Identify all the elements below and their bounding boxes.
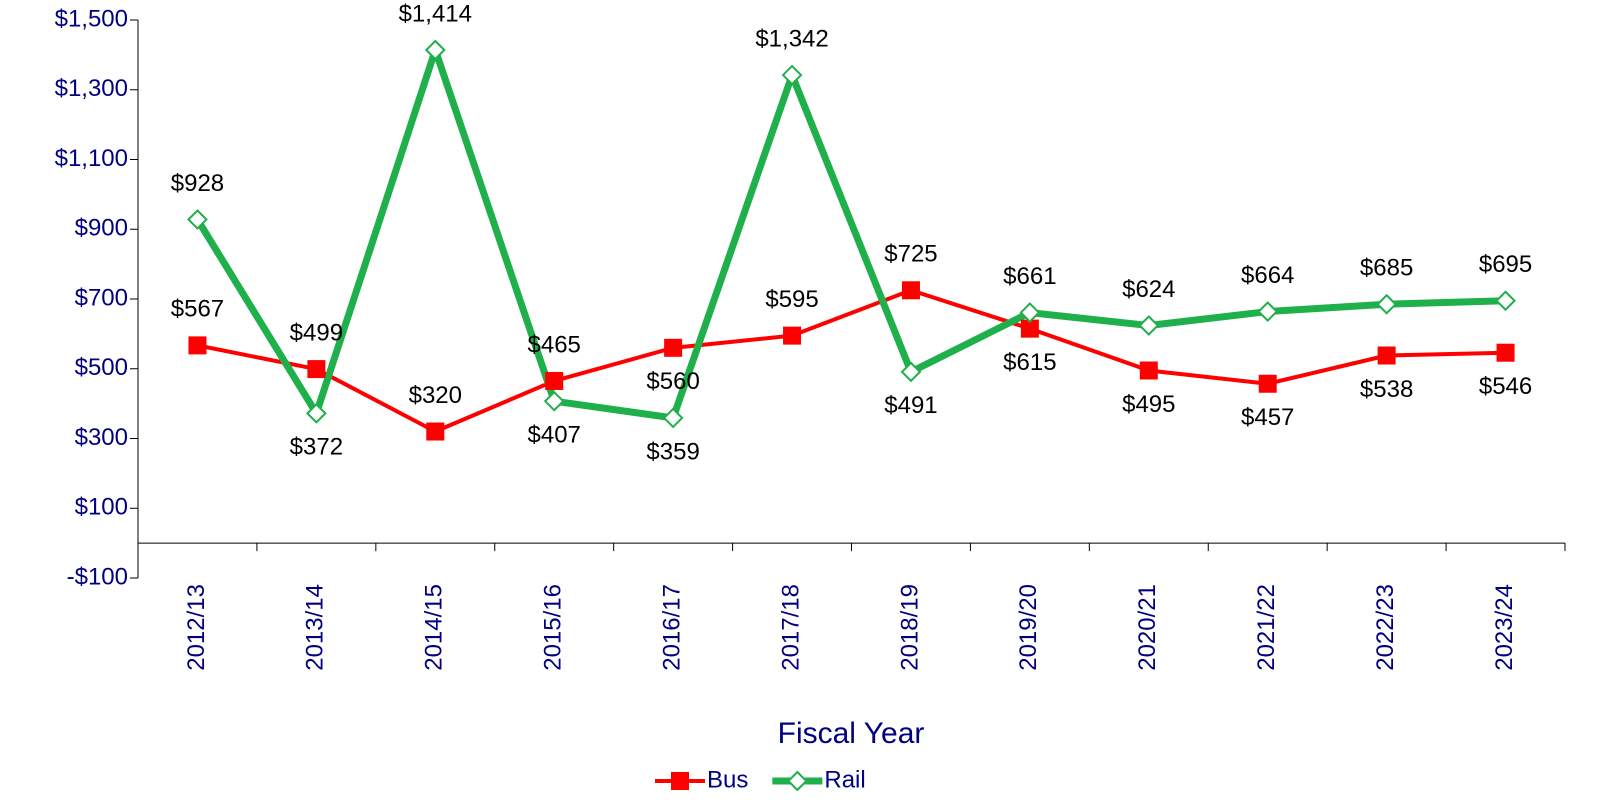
y-tick-label: $300 xyxy=(75,424,128,451)
data-label: $320 xyxy=(409,382,462,409)
x-tick-label: 2019/20 xyxy=(1015,584,1042,671)
marker xyxy=(662,407,684,429)
data-label: $664 xyxy=(1241,262,1294,289)
marker xyxy=(188,336,207,355)
x-tick-label: 2018/19 xyxy=(896,584,923,671)
y-tick-label: $1,100 xyxy=(55,145,128,172)
marker xyxy=(900,361,922,383)
data-label: $491 xyxy=(884,392,937,419)
data-label: $661 xyxy=(1003,263,1056,290)
marker xyxy=(307,360,326,379)
x-tick-label: 2022/23 xyxy=(1372,584,1399,671)
x-tick-label: 2014/15 xyxy=(421,584,448,671)
data-label: $725 xyxy=(884,241,937,268)
x-tick-label: 2013/14 xyxy=(302,584,329,671)
marker xyxy=(1377,346,1396,365)
x-tick-label: 2017/18 xyxy=(777,584,804,671)
series-line xyxy=(197,288,1506,434)
x-tick-label: 2016/17 xyxy=(658,584,685,671)
marker xyxy=(426,422,445,441)
marker xyxy=(1020,319,1039,338)
x-tick-label: 2020/21 xyxy=(1134,584,1161,671)
data-label: $372 xyxy=(290,434,343,461)
marker xyxy=(1138,315,1160,336)
x-tick-label: 2015/16 xyxy=(540,584,567,671)
data-label: $359 xyxy=(646,438,699,465)
marker xyxy=(1495,290,1516,312)
data-label: $560 xyxy=(646,368,699,395)
data-label: $546 xyxy=(1479,373,1532,400)
marker xyxy=(1376,293,1398,315)
y-tick-label: $1,500 xyxy=(55,5,128,32)
x-tick-label: 2021/22 xyxy=(1253,584,1280,671)
marker xyxy=(1258,374,1277,393)
y-tick-label: $700 xyxy=(75,284,128,311)
series-line xyxy=(194,46,1506,422)
data-label: $695 xyxy=(1479,251,1532,278)
data-label: $495 xyxy=(1122,391,1175,418)
marker xyxy=(781,64,803,86)
y-tick-label: $900 xyxy=(75,215,128,242)
data-label: $1,414 xyxy=(399,0,472,27)
data-label: $499 xyxy=(290,319,343,346)
marker xyxy=(664,338,683,357)
legend-marker xyxy=(786,770,808,792)
data-label: $457 xyxy=(1241,404,1294,431)
x-tick-label: 2012/13 xyxy=(183,584,210,671)
data-label: $407 xyxy=(528,422,581,449)
legend-label: Bus xyxy=(707,766,748,793)
data-label: $567 xyxy=(171,296,224,323)
data-label: $685 xyxy=(1360,255,1413,282)
marker xyxy=(543,390,565,412)
marker xyxy=(305,402,327,424)
marker xyxy=(1139,361,1158,380)
data-label: $538 xyxy=(1360,376,1413,403)
marker xyxy=(545,371,564,390)
legend-label: Rail xyxy=(824,766,865,793)
x-axis-title: Fiscal Year xyxy=(778,717,925,750)
marker xyxy=(1257,301,1279,322)
marker xyxy=(1496,343,1515,362)
y-tick-label: $1,300 xyxy=(55,75,128,102)
marker xyxy=(901,281,920,300)
y-tick-label: $500 xyxy=(75,354,128,381)
data-label: $615 xyxy=(1003,349,1056,376)
data-label: $624 xyxy=(1122,276,1175,303)
marker xyxy=(424,39,446,61)
marker xyxy=(783,326,802,345)
legend-marker xyxy=(671,772,689,790)
data-label: $928 xyxy=(171,170,224,197)
y-tick-label: $100 xyxy=(75,494,128,521)
data-label: $595 xyxy=(765,286,818,313)
data-label: $465 xyxy=(528,331,581,358)
y-tick-label: -$100 xyxy=(67,563,128,590)
marker xyxy=(187,209,208,230)
marker xyxy=(1019,302,1041,324)
x-tick-label: 2023/24 xyxy=(1491,584,1518,671)
data-label: $1,342 xyxy=(755,25,828,52)
